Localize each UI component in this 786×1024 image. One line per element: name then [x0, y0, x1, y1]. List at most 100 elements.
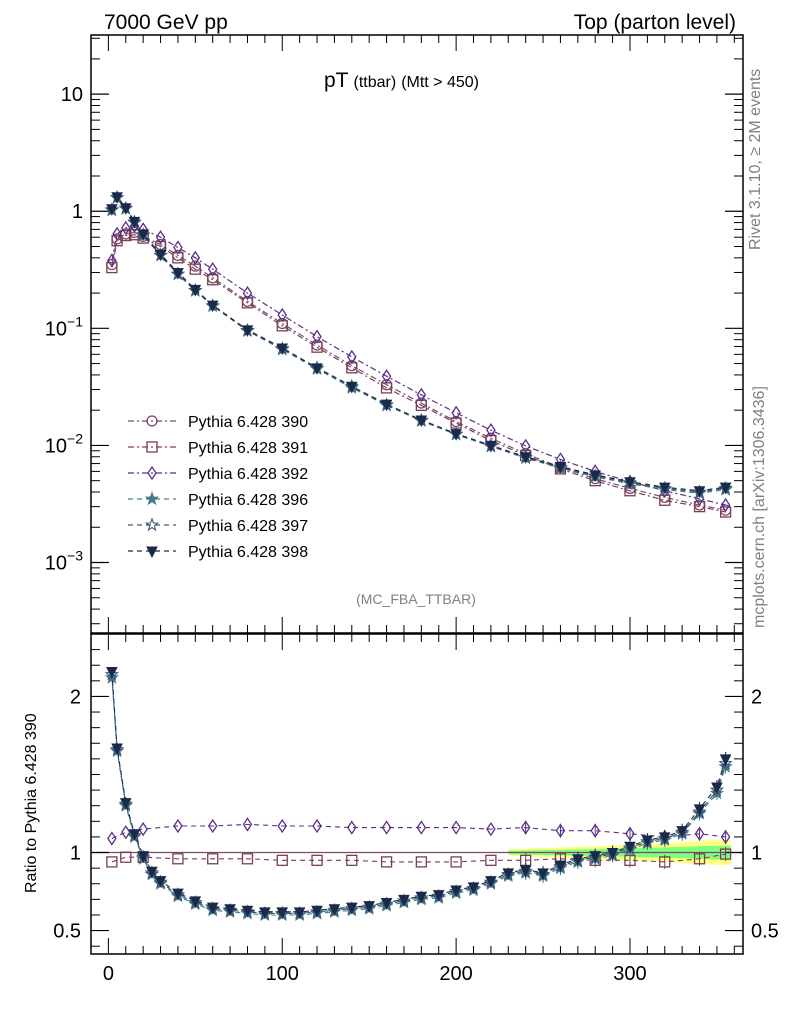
main-data-point: [311, 363, 323, 375]
main-data-point: [658, 482, 671, 495]
ratio-data-point: [189, 896, 202, 909]
ratio-data-point: [415, 856, 427, 868]
analysis-watermark: (MC_FBA_TTBAR): [356, 591, 476, 607]
main-y-ticks: 10−3 10−2 10−1 1 10: [45, 37, 743, 625]
ratio-data-point: [432, 890, 445, 902]
main-data-point: [154, 249, 167, 262]
ratio-data-point: [106, 666, 118, 679]
ratio-data-point: [658, 832, 671, 845]
ratio-data-point: [554, 860, 567, 873]
ratio-data-point: [107, 831, 117, 846]
legend-entry: Pythia 6.428 397: [128, 517, 308, 535]
x-tick-label: 0: [103, 963, 114, 985]
ratio-y-tick-label-right: 1: [751, 843, 762, 865]
ratio-data-point: [242, 817, 253, 832]
main-data-point: [693, 500, 706, 513]
main-data-point: [190, 250, 201, 266]
ratio-data-point: [311, 854, 323, 866]
plot-title-sub1: (ttbar): [354, 74, 397, 91]
ratio-data-point: [241, 853, 254, 865]
ratio-data-point: [694, 826, 705, 841]
ratio-data-point: [485, 854, 497, 866]
main-y-tick-label: 10: [61, 84, 83, 106]
ratio-data-point: [173, 818, 183, 834]
main-data-point: [241, 325, 254, 337]
ratio-data-point: [467, 882, 480, 894]
ratio-data-point: [224, 904, 236, 916]
main-data-point: [242, 285, 253, 301]
legend-entry: Pythia 6.428 392: [128, 465, 308, 483]
ratio-data-point: [138, 821, 148, 837]
ratio-series: [104, 667, 733, 920]
main-series: [106, 192, 732, 498]
ratio-series: [107, 817, 731, 846]
ratio-data-point: [520, 820, 531, 835]
main-data-point: [137, 229, 149, 242]
ratio-data-point: [519, 865, 532, 877]
main-data-point: [112, 226, 122, 242]
ratio-data-point: [450, 885, 462, 898]
ratio-data-point: [537, 868, 549, 880]
main-data-point: [120, 220, 131, 236]
ratio-data-point: [111, 743, 123, 756]
ratio-data-point: [106, 856, 118, 868]
plot-title-main: pT: [324, 69, 349, 92]
ratio-data-point: [502, 868, 515, 880]
ratio-series-line: [111, 671, 727, 913]
header-left: 7000 GeV pp: [104, 11, 228, 34]
main-series-line: [111, 231, 726, 511]
main-series-line: [111, 234, 726, 513]
main-data-point: [720, 497, 731, 513]
main-y-tick-label: 10−2: [45, 430, 83, 457]
ratio-y-tick-label: 1: [70, 843, 81, 865]
ratio-data-point: [659, 856, 671, 868]
legend-label: Pythia 6.428 390: [188, 414, 308, 431]
ratio-data-point: [485, 876, 497, 888]
ratio-data-point: [415, 891, 428, 904]
ratio-series-line: [111, 677, 727, 916]
main-y-tick-label: 10−1: [45, 313, 83, 340]
legend-label: Pythia 6.428 391: [188, 440, 308, 457]
ratio-y-tick-label: 2: [70, 686, 81, 708]
main-y-tick-label: 1: [72, 201, 83, 223]
ratio-data-point: [328, 904, 341, 916]
plot-title-sub2: (Mtt > 450): [401, 74, 479, 91]
ratio-data-point: [555, 823, 566, 838]
ratio-data-point: [137, 851, 149, 863]
ratio-data-point: [624, 841, 636, 854]
legend-marker: [144, 491, 160, 506]
main-data-point: [451, 405, 461, 420]
ratio-series-line: [111, 853, 726, 863]
ratio-data-point: [120, 825, 131, 840]
main-data-point: [719, 506, 732, 518]
legend-label: Pythia 6.428 397: [188, 518, 308, 535]
main-data-point: [106, 261, 118, 274]
main-data-point: [189, 284, 202, 297]
ratio-series-line: [111, 674, 727, 914]
main-data-point: [589, 470, 602, 483]
ratio-data-point: [398, 894, 410, 907]
ratio-data-point: [718, 756, 733, 770]
legend-label: Pythia 6.428 396: [188, 492, 308, 509]
ratio-y-tick-label-right: 0.5: [751, 921, 779, 943]
main-data-point: [155, 230, 166, 245]
ratio-y-ticks: 0.5 0.5 1 1 2 2: [53, 649, 779, 947]
main-data-point: [119, 203, 132, 215]
ratio-data-point: [276, 907, 289, 919]
main-data-point: [277, 307, 288, 323]
ratio-plot-frame: [90, 633, 744, 955]
ratio-series: [106, 666, 732, 919]
ratio-data-point: [128, 829, 141, 841]
ratio-data-point: [606, 848, 619, 860]
ratio-data-point: [259, 907, 271, 919]
legend-entry: Pythia 6.428 391: [128, 440, 308, 457]
main-data-point: [415, 415, 428, 428]
main-data-point: [206, 300, 219, 313]
ratio-data-point: [719, 848, 732, 860]
ratio-data-point: [277, 818, 288, 834]
ratio-data-point: [641, 835, 654, 848]
legend-marker: [144, 517, 160, 532]
ratio-data-point: [119, 798, 132, 810]
ratio-data-point: [720, 829, 731, 845]
